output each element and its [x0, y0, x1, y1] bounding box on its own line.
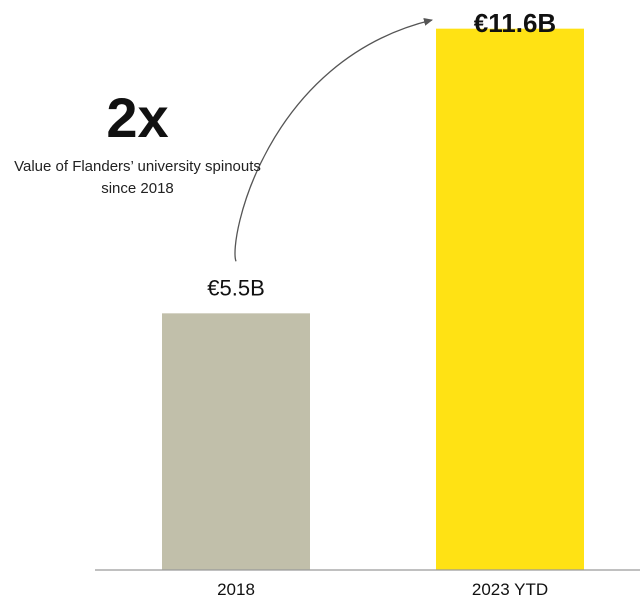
tick-label-0: 2018 — [217, 580, 255, 599]
bar-0 — [162, 313, 310, 570]
data-label-1: €11.6B — [474, 8, 556, 38]
growth-caption: Value of Flanders’ university spinouts s… — [14, 158, 261, 197]
data-label-0: €5.5B — [207, 275, 265, 300]
bar-1 — [436, 28, 584, 570]
headline-block: 2x Value of Flanders’ university spinout… — [10, 88, 265, 200]
growth-multiplier: 2x — [106, 86, 169, 149]
tick-label-1: 2023 YTD — [472, 580, 548, 599]
growth-arrow — [234, 17, 433, 262]
